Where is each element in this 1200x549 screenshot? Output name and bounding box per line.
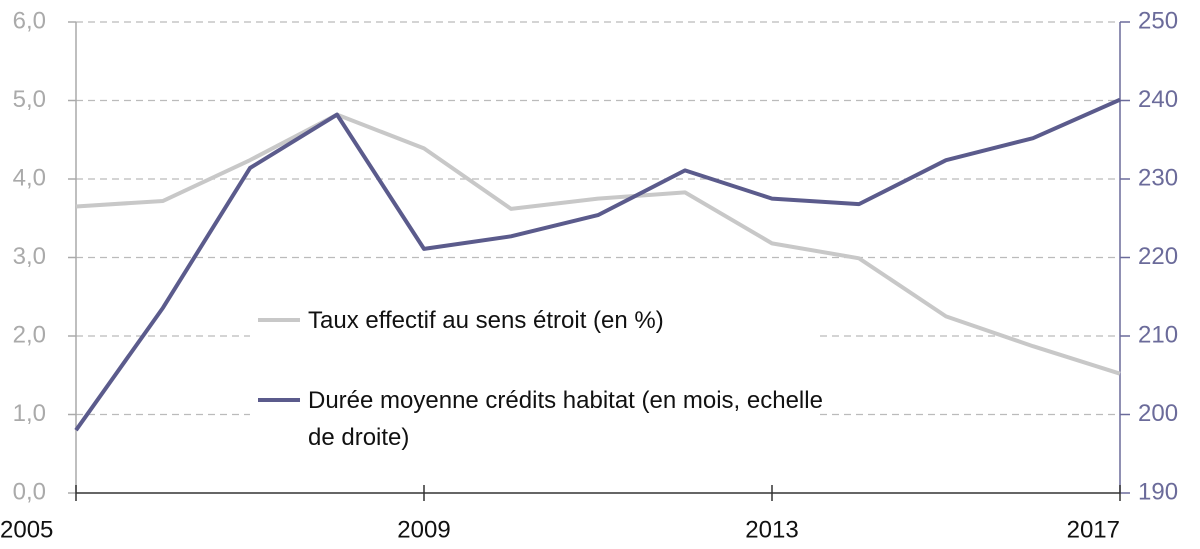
y-tick-label: 2,0 — [13, 321, 46, 348]
y-tick-label: 3,0 — [13, 243, 46, 270]
x-tick-label: 2009 — [397, 516, 450, 543]
y2-tick-label: 190 — [1138, 478, 1178, 505]
x-tick-label: 2013 — [745, 516, 798, 543]
y-tick-label: 4,0 — [13, 164, 46, 191]
y2-tick-label: 200 — [1138, 400, 1178, 427]
y-tick-label: 0,0 — [13, 478, 46, 505]
legend-background — [250, 300, 820, 458]
legend-label: Taux effectif au sens étroit (en %) — [308, 307, 664, 334]
y-tick-label: 6,0 — [13, 7, 46, 34]
y2-tick-label: 250 — [1138, 7, 1178, 34]
x-tick-label: 2017 — [1067, 516, 1120, 543]
y-tick-label: 5,0 — [13, 86, 46, 113]
series-line — [75, 112, 1121, 376]
x-tick-label: 2005 — [0, 516, 53, 543]
y2-tick-label: 220 — [1138, 243, 1178, 270]
legend-label: Durée moyenne crédits habitat (en mois, … — [308, 387, 823, 451]
y2-tick-label: 230 — [1138, 164, 1178, 191]
y2-tick-label: 210 — [1138, 321, 1178, 348]
y-tick-label: 1,0 — [13, 400, 46, 427]
series-line — [74, 97, 1121, 432]
y2-tick-label: 240 — [1138, 86, 1178, 113]
